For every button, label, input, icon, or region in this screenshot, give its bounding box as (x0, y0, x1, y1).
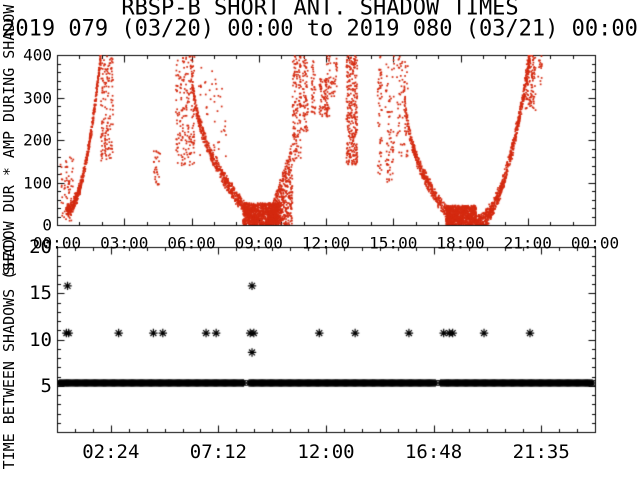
bottom-x-tick-label: 16:48 (404, 441, 463, 463)
bottom-x-tick-label: 12:00 (297, 441, 355, 463)
top-x-tick-label: 15:00 (369, 233, 418, 253)
top-x-tick-label: 12:00 (301, 233, 351, 253)
bottom-y-tick-label: 20 (29, 236, 52, 258)
top-y-tick-label: 100 (23, 173, 52, 192)
top-y-tick-label: 300 (23, 88, 52, 107)
bottom-y-tick-label: 15 (29, 282, 52, 305)
top-y-tick-label: 0 (42, 215, 52, 235)
top-x-tick-label: 00:00 (570, 233, 620, 253)
top-x-tick-label: 21:00 (503, 233, 552, 253)
bottom-x-tick-label: 07:12 (189, 441, 247, 463)
top-y-tick-label: 200 (23, 130, 52, 150)
top-x-tick-label: 00:00 (32, 233, 82, 253)
bottom-x-tick-label: 02:24 (82, 441, 140, 463)
bottom-y-tick-label: 5 (40, 374, 52, 397)
chart-title: RBSP-B SHORT ANT. SHADOW TIMES (121, 0, 519, 21)
top-x-tick-label: 03:00 (100, 233, 149, 253)
top-y-tick-label: 400 (23, 45, 52, 65)
top-x-tick-label: 06:00 (167, 233, 216, 253)
bottom-y-tick-label: 10 (29, 328, 52, 351)
bottom-x-tick-label: 21:35 (512, 441, 570, 463)
top-x-tick-label: 09:00 (234, 233, 283, 253)
chart-subtitle: 2019 079 (03/20) 00:00 to 2019 080 (03/2… (2, 16, 638, 42)
top-x-tick-label: 18:00 (436, 233, 485, 253)
bottom-panel-y-axis-label: TIME BETWEEN SHADOWS (SEC) (0, 234, 18, 470)
